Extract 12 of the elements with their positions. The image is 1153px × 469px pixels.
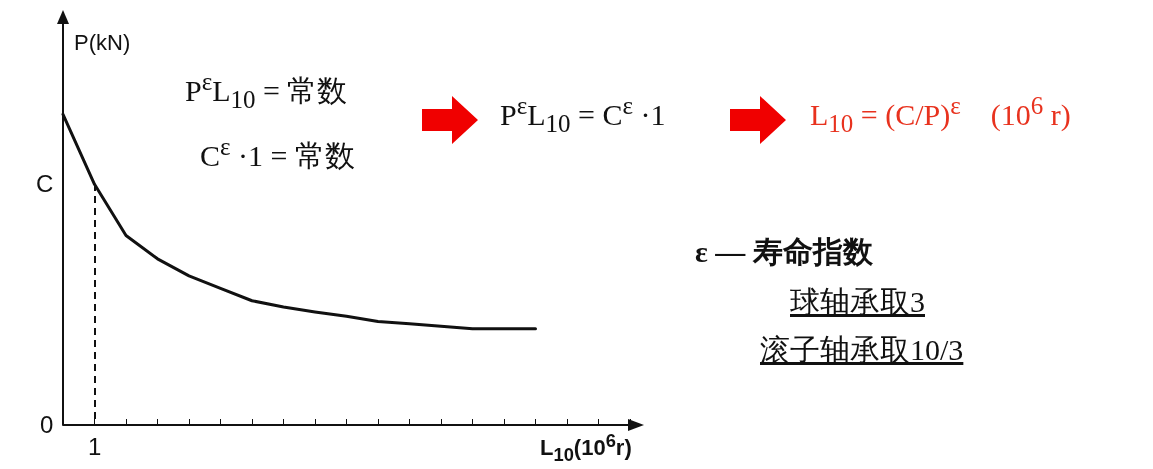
text: P$^{ε}$L$_{10}$ = 常数 [185, 68, 348, 114]
annotation: C$^{ε}$ ·1 = 常数 [200, 133, 355, 174]
text: 0 [40, 411, 54, 439]
text: L$_{10}$ = (C/P)$^{ε}$ (10$^{6}$ r) [810, 92, 1071, 137]
y-axis-title: P(kN) [74, 30, 131, 56]
annotation: P$^{ε}$L$_{10}$ = C$^{ε}$ ·1 [500, 92, 666, 138]
text: 滚子轴承取10/3 [760, 332, 964, 368]
text: C [36, 170, 54, 199]
x-axis-title: L$_{10}$(10$^{6}$r) [540, 430, 632, 466]
text: 球轴承取3 [790, 284, 925, 320]
text: 1 [88, 433, 102, 461]
text: ε — 寿命指数 [695, 234, 873, 270]
